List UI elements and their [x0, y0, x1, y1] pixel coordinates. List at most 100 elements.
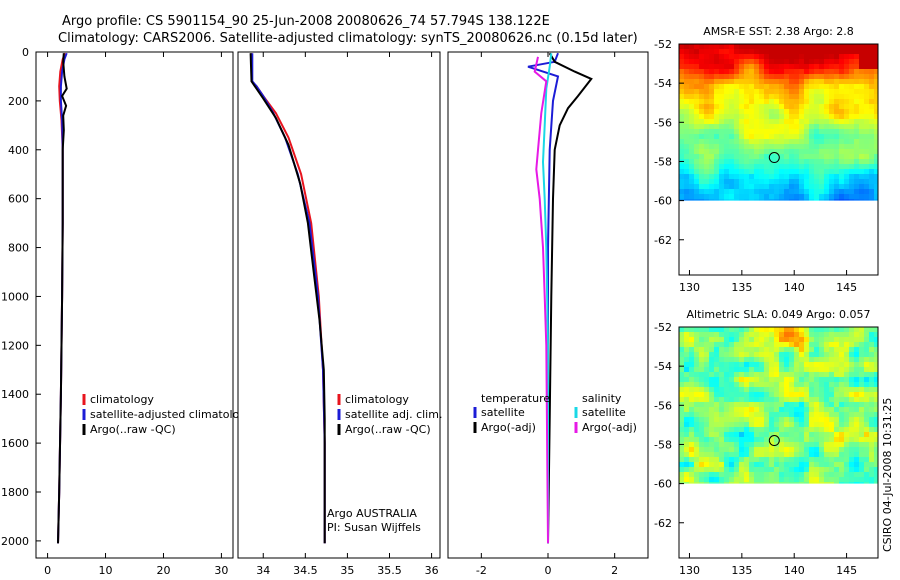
sla-heatmap-cell — [819, 442, 824, 447]
sla-heatmap-cell — [734, 352, 739, 357]
sla-heatmap-cell — [834, 332, 839, 337]
sla-heatmap-cell — [819, 387, 824, 392]
sst-heatmap-cell — [749, 149, 754, 154]
sla-heatmap-cell — [809, 452, 814, 457]
sst-heatmap-cell — [774, 69, 779, 74]
sla-heatmap-cell — [714, 342, 719, 347]
sst-heatmap-cell — [799, 129, 804, 134]
sst-heatmap-cell — [789, 149, 794, 154]
sst-heatmap-cell — [749, 179, 754, 184]
sst-heatmap-cell — [829, 189, 834, 194]
sst-heatmap-cell — [729, 109, 734, 114]
sla-heatmap-cell — [734, 347, 739, 352]
sla-heatmap-cell — [869, 327, 874, 332]
sla-heatmap-cell — [859, 472, 864, 477]
sla-heatmap-cell — [679, 427, 684, 432]
sla-heatmap-cell — [704, 342, 709, 347]
sst-heatmap-cell — [744, 84, 749, 89]
sst-heatmap-cell — [754, 114, 759, 119]
sla-heatmap-cell — [734, 442, 739, 447]
sla-heatmap-cell — [764, 377, 769, 382]
sst-heatmap-cell — [714, 199, 719, 201]
sla-heatmap-cell — [819, 357, 824, 362]
sst-heatmap-cell — [709, 199, 714, 201]
sst-heatmap-cell — [724, 129, 729, 134]
sst-heatmap-cell — [764, 84, 769, 89]
sla-heatmap-cell — [824, 467, 829, 472]
sst-heatmap-cell — [679, 194, 684, 199]
sst-heatmap-cell — [709, 144, 714, 149]
sla-heatmap-cell — [729, 387, 734, 392]
sst-heatmap-cell — [834, 99, 839, 104]
sst-heatmap-cell — [824, 94, 829, 99]
sla-heatmap-cell — [754, 472, 759, 477]
sla-heatmap-cell — [804, 477, 809, 482]
sst-heatmap-cell — [784, 99, 789, 104]
sla-heatmap-cell — [759, 422, 764, 427]
sla-heatmap-cell — [854, 397, 859, 402]
sst-heatmap-cell — [734, 194, 739, 199]
sla-heatmap-cell — [779, 362, 784, 367]
sla-heatmap-cell — [824, 427, 829, 432]
sla-heatmap-cell — [794, 467, 799, 472]
sla-heatmap-cell — [819, 437, 824, 442]
sst-heatmap-cell — [704, 179, 709, 184]
sst-heatmap-cell — [764, 189, 769, 194]
sst-heatmap-cell — [824, 154, 829, 159]
sst-heatmap-cell — [684, 174, 689, 179]
sst-heatmap-cell — [774, 59, 779, 64]
sla-heatmap-cell — [789, 357, 794, 362]
sla-heatmap-cell — [864, 477, 869, 482]
sla-heatmap-cell — [839, 427, 844, 432]
sla-heatmap-cell — [809, 447, 814, 452]
sla-heatmap-cell — [874, 347, 878, 352]
sla-heatmap-cell — [729, 352, 734, 357]
sla-heatmap-cell — [759, 417, 764, 422]
sla-heatmap-cell — [819, 342, 824, 347]
sla-heatmap-cell — [774, 332, 779, 337]
sst-heatmap-cell — [754, 94, 759, 99]
sla-heatmap-cell — [834, 482, 839, 484]
sst-heatmap-cell — [739, 109, 744, 114]
sla-heatmap-cell — [699, 477, 704, 482]
sla-heatmap-cell — [774, 392, 779, 397]
sla-heatmap-cell — [734, 437, 739, 442]
sla-heatmap-cell — [789, 347, 794, 352]
sst-heatmap-cell — [689, 164, 694, 169]
sla-heatmap-cell — [829, 362, 834, 367]
sla-heatmap-cell — [679, 342, 684, 347]
sst-heatmap-cell — [799, 64, 804, 69]
sst-heatmap-cell — [819, 134, 824, 139]
sla-heatmap-cell — [704, 332, 709, 337]
sst-heatmap-cell — [809, 44, 814, 49]
sla-heatmap-cell — [714, 392, 719, 397]
sla-heatmap-cell — [699, 452, 704, 457]
sla-heatmap-cell — [694, 352, 699, 357]
sst-heatmap-cell — [754, 169, 759, 174]
sst-heatmap-cell — [704, 169, 709, 174]
sst-heatmap-cell — [684, 189, 689, 194]
sla-heatmap-cell — [824, 357, 829, 362]
sla-heatmap-cell — [784, 332, 789, 337]
sst-heatmap-cell — [734, 159, 739, 164]
sla-heatmap-cell — [699, 417, 704, 422]
sla-heatmap-cell — [824, 437, 829, 442]
sst-heatmap-cell — [684, 84, 689, 89]
sst-heatmap-cell — [829, 194, 834, 199]
sst-heatmap-cell — [734, 154, 739, 159]
sst-heatmap-cell — [804, 114, 809, 119]
sst-heatmap-cell — [759, 154, 764, 159]
sla-heatmap-cell — [874, 407, 878, 412]
sla-heatmap-cell — [859, 347, 864, 352]
sst-heatmap-cell — [689, 84, 694, 89]
sla-heatmap-cell — [784, 457, 789, 462]
sla-heatmap-cell — [814, 462, 819, 467]
sla-heatmap-cell — [834, 357, 839, 362]
sst-heatmap-cell — [729, 194, 734, 199]
sla-heatmap-cell — [859, 462, 864, 467]
sst-heatmap-cell — [734, 179, 739, 184]
sst-heatmap-cell — [779, 94, 784, 99]
sla-heatmap-cell — [859, 477, 864, 482]
sst-heatmap-cell — [724, 149, 729, 154]
sst-heatmap-cell — [694, 154, 699, 159]
